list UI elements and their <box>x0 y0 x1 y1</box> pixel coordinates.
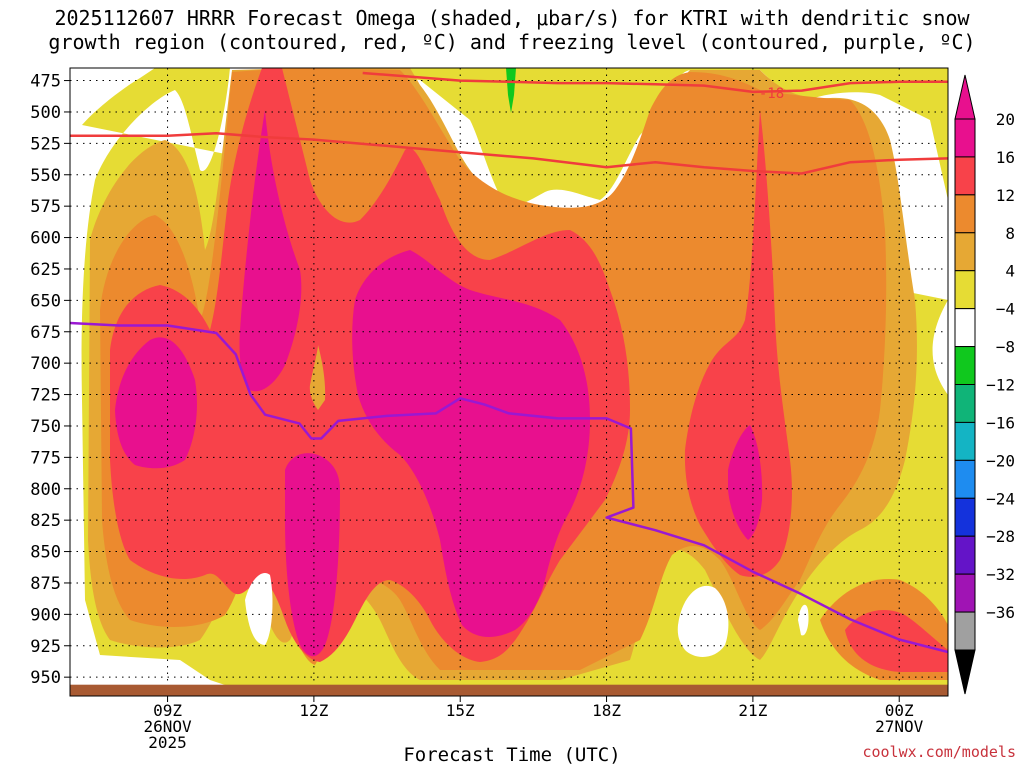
y-axis: 475 500 525 550 575 600 625 650 675 700 725 750 775 8… <box>30 72 70 688</box>
y-tick-label: 850 <box>30 543 61 563</box>
y-tick-label: 525 <box>30 134 61 154</box>
colorbar-segment <box>954 384 976 423</box>
x-tick-label: 18Z <box>592 701 621 720</box>
colorbar-label: −8 <box>996 338 1015 357</box>
colorbar-label: 4 <box>1005 262 1015 281</box>
colorbar-label: 16 <box>996 148 1015 167</box>
colorbar-segment <box>954 194 976 234</box>
y-tick-label: 575 <box>30 197 61 217</box>
y-tick-label: 775 <box>30 448 61 468</box>
source-credit: coolwx.com/models <box>862 743 1016 761</box>
omega-white-hole-b <box>677 585 729 657</box>
omega-over-20-region-e <box>728 425 763 540</box>
y-tick-label: 600 <box>30 229 61 249</box>
y-tick-label: 500 <box>30 103 61 123</box>
colorbar-segment <box>954 232 976 272</box>
colorbar-label: −16 <box>986 413 1015 432</box>
x-tick-label: 21Z <box>738 701 767 720</box>
colorbar: 20 16 12 8 4 −4 −8 −12 −16 −20 −24 −28 −32 −36 <box>954 74 1015 695</box>
omega-16-20-region-right <box>684 110 792 577</box>
x-tick-label: 26NOV <box>143 717 192 736</box>
colorbar-label: −12 <box>986 376 1015 395</box>
colorbar-segment <box>954 611 976 651</box>
colorbar-label: 12 <box>996 186 1015 205</box>
y-tick-label: 700 <box>30 354 61 374</box>
colorbar-segment <box>954 270 976 310</box>
dgz-contour-lower <box>362 71 948 94</box>
below-ground-surface <box>70 684 948 696</box>
colorbar-segment <box>954 118 976 158</box>
colorbar-segment <box>954 346 976 386</box>
contour-layer: -18 <box>70 71 948 654</box>
chart-title: 2025112607 HRRR Forecast Omega (shaded, … <box>0 6 1024 54</box>
x-axis-label: Forecast Time (UTC) <box>403 744 621 766</box>
x-tick-label: 27NOV <box>875 717 924 736</box>
omega-over-20-region-d <box>352 250 590 637</box>
colorbar-label: 20 <box>996 110 1015 129</box>
omega-shading <box>81 68 948 690</box>
title-line-1: 2025112607 HRRR Forecast Omega (shaded, … <box>54 6 970 30</box>
omega-16-20-region-corner <box>845 610 948 672</box>
y-tick-label: 950 <box>30 668 61 688</box>
plot-area: -18 <box>69 67 949 697</box>
y-tick-label: 925 <box>30 637 61 657</box>
omega-4-8-patch-top <box>195 68 215 150</box>
colorbar-segment <box>954 156 976 196</box>
colorbar-label: −20 <box>986 451 1015 470</box>
y-tick-label: 725 <box>30 386 61 406</box>
y-tick-label: 875 <box>30 574 61 594</box>
y-tick-label: 900 <box>30 605 61 625</box>
y-tick-label: 625 <box>30 260 61 280</box>
freezing-level-contour <box>70 321 948 654</box>
colorbar-label: −36 <box>986 603 1015 622</box>
omega-white-hole-a <box>245 572 273 645</box>
y-tick-label: 650 <box>30 291 61 311</box>
colorbar-label: −24 <box>986 489 1015 508</box>
x-tick-label: 15Z <box>446 701 475 720</box>
colorbar-segment <box>954 535 976 575</box>
dgz-contour-upper <box>70 132 948 175</box>
title-line-2: growth region (contoured, red, ºC) and f… <box>48 30 976 54</box>
colorbar-under-arrow <box>954 649 976 695</box>
y-tick-label: 550 <box>30 166 61 186</box>
omega-upward-sliver <box>506 68 516 113</box>
dgz-contour-label: -18 <box>759 86 784 102</box>
colorbar-over-arrow <box>954 74 976 120</box>
colorbar-segment <box>954 421 976 461</box>
omega-over-20-region-b <box>239 110 302 392</box>
omega-over-20-region-c <box>285 453 340 657</box>
omega-over-20-region-a <box>115 337 197 469</box>
x-tick-label: 2025 <box>148 733 187 752</box>
colorbar-label: 8 <box>1005 224 1015 243</box>
x-tick-label: 09Z <box>153 701 182 720</box>
y-tick-label: 675 <box>30 323 61 343</box>
colorbar-segment <box>954 497 976 537</box>
plot-frame <box>69 67 949 697</box>
y-tick-label: 750 <box>30 417 61 437</box>
x-tick-label: 12Z <box>299 701 328 720</box>
colorbar-segment <box>954 573 976 613</box>
omega-white-hole-c <box>798 604 809 636</box>
colorbar-label: −32 <box>986 565 1015 584</box>
colorbar-label: −28 <box>986 527 1015 546</box>
colorbar-label: −4 <box>996 300 1015 319</box>
colorbar-segment <box>954 308 976 348</box>
y-tick-label: 800 <box>30 480 61 500</box>
y-tick-label: 825 <box>30 511 61 531</box>
x-tick-label: 00Z <box>885 701 914 720</box>
pressure-gridlines <box>70 68 948 696</box>
y-tick-label: 475 <box>30 72 61 92</box>
colorbar-segment <box>954 459 976 499</box>
